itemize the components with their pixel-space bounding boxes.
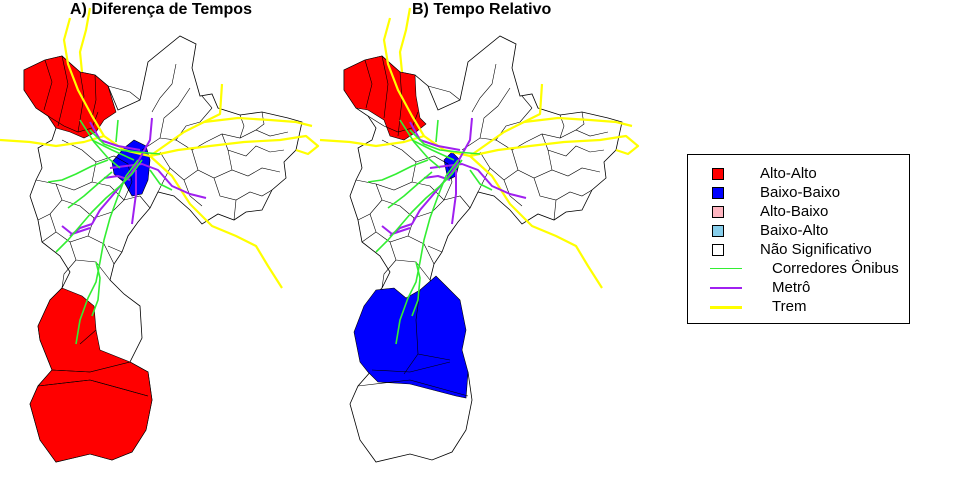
legend-label: Baixo-Baixo <box>760 184 841 201</box>
legend-label: Alto-Alto <box>760 165 817 182</box>
legend-item-alto-baixo: Alto-Baixo <box>688 202 909 221</box>
map-panel-b <box>318 6 640 463</box>
legend-label: Corredores Ônibus <box>772 260 899 277</box>
panel-a-title: A) Diferença de Tempos <box>70 1 252 18</box>
legend-label: Alto-Baixo <box>760 203 829 220</box>
map-legend: Alto-Alto Baixo-Baixo Alto-Baixo Baixo-A… <box>687 154 910 324</box>
legend-item-corredores-onibus: Corredores Ônibus <box>688 259 909 278</box>
legend-swatch-nao-significativo <box>712 244 724 256</box>
legend-swatch-alto-baixo <box>712 206 724 218</box>
legend-swatch-baixo-alto <box>712 225 724 237</box>
legend-label: Baixo-Alto <box>760 222 829 239</box>
legend-item-trem: Trem <box>688 297 909 316</box>
panel-b-title: B) Tempo Relativo <box>412 1 552 18</box>
legend-swatch-alto-alto <box>712 168 724 180</box>
legend-swatch-baixo-baixo <box>712 187 724 199</box>
legend-item-metro: Metrô <box>688 278 909 297</box>
legend-line-metro <box>710 287 742 289</box>
legend-line-train <box>710 306 742 309</box>
legend-item-baixo-baixo: Baixo-Baixo <box>688 183 909 202</box>
map-panel-a <box>0 6 320 463</box>
legend-label: Trem <box>772 298 807 315</box>
legend-label: Não Significativo <box>760 241 872 258</box>
cluster-alto-alto-north-b <box>343 55 427 141</box>
legend-item-alto-alto: Alto-Alto <box>688 164 909 183</box>
legend-label: Metrô <box>772 279 811 296</box>
cluster-alto-alto-south <box>29 287 153 463</box>
legend-item-baixo-alto: Baixo-Alto <box>688 221 909 240</box>
legend-line-bus <box>710 268 742 269</box>
legend-item-nao-significativo: Não Significativo <box>688 240 909 259</box>
